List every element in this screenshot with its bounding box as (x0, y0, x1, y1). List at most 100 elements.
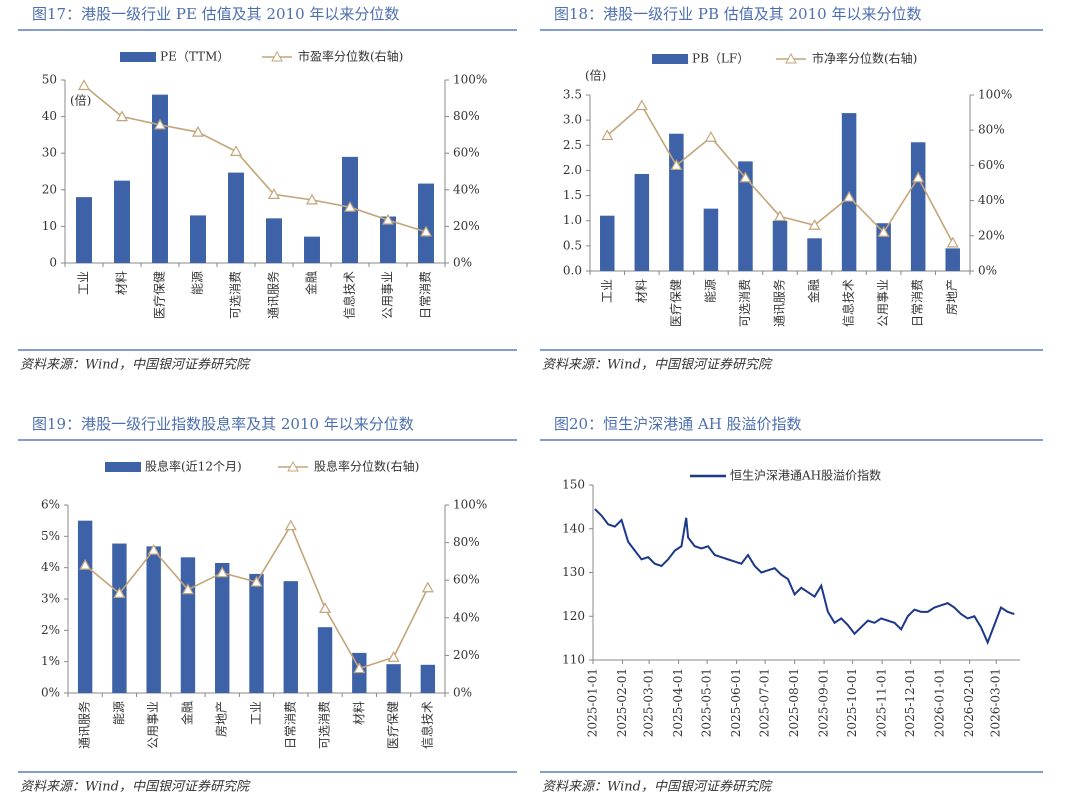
x-tick-label: 可选消费 (229, 271, 243, 319)
line-marker (115, 110, 129, 122)
line-marker (635, 99, 648, 111)
x-tick-label: 日常消费 (283, 701, 297, 749)
bar (114, 180, 130, 263)
bar (190, 215, 206, 263)
bar (283, 581, 298, 693)
x-tick-label: 2025-11-01 (875, 668, 889, 737)
x-tick-label: 材料 (115, 271, 129, 295)
x-tick-label: 公用事业 (381, 271, 395, 319)
x-tick-label: 2025-12-01 (903, 668, 917, 737)
y-axis-label: (倍) (585, 68, 606, 83)
y-tick-label: 1.5 (563, 188, 582, 202)
bar (228, 172, 244, 263)
y-tick-label: 120 (562, 609, 585, 623)
line-marker (79, 558, 92, 570)
bar (945, 248, 960, 271)
y-tick-label: 0.5 (563, 238, 582, 252)
x-tick-label: 金融 (179, 701, 194, 725)
x-tick-label: 日常消费 (911, 279, 925, 327)
chart-title: 图20：恒生沪深港通 AH 股溢价指数 (554, 415, 802, 433)
line-marker (353, 662, 366, 674)
line-marker (147, 543, 160, 555)
x-tick-label: 2025-07-01 (758, 668, 772, 737)
line-marker (267, 188, 281, 199)
x-tick-label: 材料 (634, 279, 648, 303)
y-tick-label: 10 (42, 219, 57, 233)
legend-swatch (120, 52, 156, 62)
x-tick-label: 工业 (249, 701, 263, 725)
y-tick-label: 50 (42, 73, 57, 87)
line-marker (670, 159, 683, 170)
y-tick-label: 5% (41, 529, 60, 543)
line-marker (319, 602, 332, 614)
legend-label: 股息率(近12个月) (145, 459, 242, 474)
x-tick-label: 医疗保健 (153, 271, 167, 319)
bar (634, 173, 650, 271)
x-tick-label: 2025-05-01 (700, 668, 714, 737)
y-tick-label: 0.0 (563, 264, 582, 278)
y2-tick-label: 60% (978, 158, 1005, 172)
bar (386, 664, 401, 693)
bar (266, 218, 282, 263)
x-tick-label: 2025-03-01 (642, 668, 656, 737)
line-marker (912, 171, 925, 183)
legend-label: PB（LF） (692, 52, 749, 66)
x-tick-label: 工业 (600, 279, 614, 303)
x-tick-label: 信息技术 (841, 279, 856, 327)
x-tick-label: 2025-04-01 (671, 668, 685, 737)
y2-tick-label: 20% (978, 228, 1005, 242)
y2-tick-label: 60% (453, 573, 480, 587)
bar (807, 238, 822, 271)
x-tick-label: 材料 (352, 701, 366, 725)
line-marker (229, 145, 243, 156)
source-note: 资料来源：Wind，中国银河证券研究院 (20, 357, 251, 373)
y2-tick-label: 100% (453, 73, 487, 87)
y2-tick-label: 20% (453, 648, 480, 662)
y-tick-label: 3.0 (563, 113, 582, 127)
y-tick-label: 40 (42, 109, 57, 123)
y-tick-label: 4% (41, 560, 60, 574)
x-tick-label: 2025-01-01 (586, 668, 600, 737)
bar (772, 220, 788, 271)
x-tick-label: 能源 (112, 701, 126, 725)
y2-tick-label: 40% (453, 610, 480, 624)
chart-panel: 图18：港股一级行业 PB 估值及其 2010 年以来分位数资料来源：Wind，… (540, 5, 1043, 373)
line-marker (305, 193, 319, 205)
y-tick-label: 2% (41, 623, 60, 637)
legend-label: 恒生沪深港通AH股溢价指数 (730, 468, 881, 483)
legend-label: 市盈率分位数(右轴) (298, 49, 403, 64)
bar (76, 197, 92, 263)
x-tick-label: 可选消费 (318, 701, 332, 749)
y-tick-label: 20 (42, 182, 57, 196)
y2-tick-label: 40% (453, 182, 480, 196)
bar (215, 562, 230, 693)
bar (418, 183, 434, 263)
y2-tick-label: 0% (978, 264, 997, 278)
y2-tick-label: 80% (978, 123, 1005, 137)
bar (77, 520, 93, 693)
y2-tick-label: 40% (978, 193, 1005, 207)
x-tick-label: 2025-10-01 (845, 668, 859, 737)
chart-panel: 图19：港股一级行业指数股息率及其 2010 年以来分位数资料来源：Wind，中… (18, 415, 517, 795)
line-marker (877, 226, 890, 237)
x-tick-label: 日常消费 (419, 271, 433, 319)
x-tick-label: 房地产 (944, 279, 959, 315)
line-marker (181, 583, 194, 595)
chart-title: 图18：港股一级行业 PB 估值及其 2010 年以来分位数 (554, 5, 921, 23)
x-tick-label: 2025-02-01 (615, 668, 629, 737)
bar (669, 133, 684, 271)
y-tick-label: 110 (562, 653, 585, 667)
bar (317, 627, 333, 693)
y-tick-label: 30 (42, 146, 57, 160)
y-tick-label: 130 (562, 565, 585, 579)
y-tick-label: 6% (41, 498, 60, 512)
line-marker (77, 79, 91, 91)
x-tick-label: 医疗保健 (669, 279, 683, 327)
y-tick-label: 150 (562, 478, 585, 492)
line-marker (153, 118, 167, 130)
x-tick-label: 公用事业 (876, 279, 890, 327)
line-marker (773, 210, 787, 222)
y-tick-label: 140 (562, 521, 585, 535)
x-tick-label: 金融 (304, 271, 319, 295)
